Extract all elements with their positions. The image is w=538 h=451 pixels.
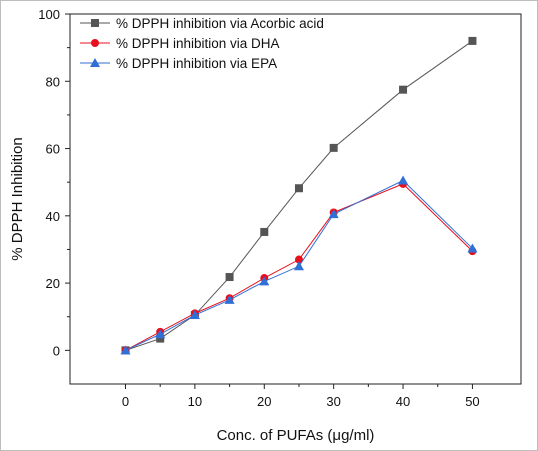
legend-label: % DPPH inhibition via Acorbic acid	[116, 16, 324, 31]
x-tick-label: 30	[326, 394, 340, 409]
y-tick-label: 60	[46, 142, 60, 157]
legend-marker	[91, 39, 99, 47]
data-point	[294, 184, 303, 193]
data-point	[329, 143, 338, 152]
legend: % DPPH inhibition via Acorbic acid % DPPH…	[80, 16, 324, 71]
y-tick-label: 0	[53, 343, 60, 358]
data-point	[399, 85, 408, 94]
legend-marker	[90, 58, 100, 67]
legend-entry: % DPPH inhibition via EPA	[80, 56, 277, 71]
data-point	[260, 227, 269, 236]
data-point	[259, 276, 270, 286]
legend-label: % DPPH inhibition via EPA	[116, 56, 277, 71]
series-line	[125, 40, 473, 351]
data-point	[224, 294, 235, 304]
data-point	[294, 255, 303, 264]
data-point	[467, 243, 478, 253]
y-tick-label: 20	[46, 276, 60, 291]
y-axis-title: % DPPH Inhibition	[9, 137, 26, 260]
y-tick-label: 100	[38, 7, 60, 22]
series-triangle	[120, 175, 478, 355]
x-tick-label: 50	[465, 394, 479, 409]
data-point	[293, 261, 304, 271]
data-point	[120, 345, 131, 355]
legend-entry: % DPPH inhibition via DHA	[80, 36, 280, 51]
data-point	[189, 310, 200, 320]
series-square	[121, 36, 477, 355]
data-point	[156, 334, 165, 343]
legend-marker	[91, 19, 99, 27]
x-tick-label: 40	[396, 394, 410, 409]
data-point	[155, 329, 166, 339]
data-point	[328, 209, 339, 219]
axes: 0 10 20 30 40 50 0 20 40 60 80 100	[38, 7, 522, 409]
x-tick-label: 10	[188, 394, 202, 409]
x-tick-label: 0	[122, 394, 129, 409]
data-point	[468, 36, 477, 45]
plot-border	[69, 13, 522, 385]
data-point	[225, 273, 234, 282]
legend-label: % DPPH inhibition via DHA	[116, 36, 280, 51]
data-point	[398, 175, 409, 185]
x-axis-title: Conc. of PUFAs (μg/ml)	[217, 427, 375, 444]
y-tick-label: 40	[46, 209, 60, 224]
x-tick-label: 20	[257, 394, 271, 409]
y-tick-label: 80	[46, 74, 60, 89]
legend-entry: % DPPH inhibition via Acorbic acid	[80, 16, 324, 31]
series-layer	[120, 36, 478, 355]
